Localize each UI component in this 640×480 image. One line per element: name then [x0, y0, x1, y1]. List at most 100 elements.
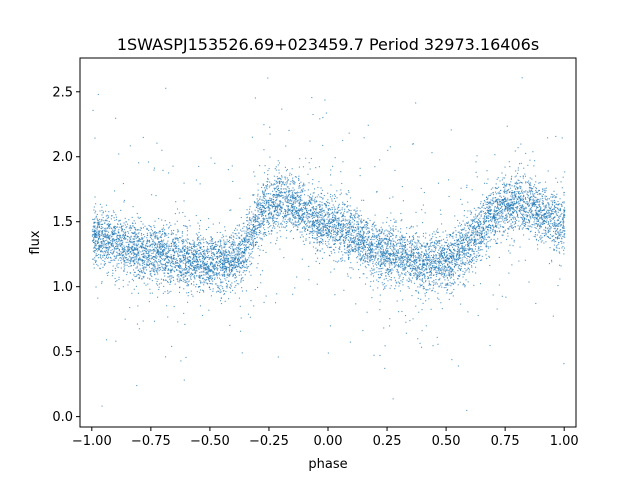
data-point	[261, 222, 263, 224]
data-point	[388, 233, 390, 235]
data-point	[509, 183, 511, 185]
data-point	[488, 224, 490, 226]
data-point	[556, 250, 558, 252]
data-point	[250, 221, 252, 223]
data-point	[464, 264, 467, 266]
data-point	[165, 264, 167, 266]
data-point	[104, 246, 106, 248]
data-point	[542, 193, 544, 195]
data-point	[100, 254, 102, 256]
data-point	[211, 258, 213, 260]
data-point	[495, 191, 497, 193]
data-point	[289, 231, 291, 233]
data-point	[218, 252, 220, 254]
data-point	[138, 250, 140, 252]
data-point	[429, 256, 431, 258]
data-point	[331, 252, 333, 254]
data-point	[158, 251, 160, 253]
data-point	[207, 266, 209, 268]
data-point	[100, 220, 102, 222]
data-point	[349, 222, 351, 224]
data-point	[301, 203, 303, 205]
data-point	[125, 231, 127, 233]
data-point	[492, 191, 494, 194]
data-point	[241, 240, 243, 242]
data-point	[400, 251, 402, 253]
data-point	[177, 254, 179, 256]
data-point	[161, 246, 163, 248]
data-point	[106, 235, 108, 237]
data-point	[336, 261, 338, 263]
data-point	[158, 244, 160, 246]
data-point	[462, 276, 464, 278]
data-point	[278, 226, 280, 228]
data-point	[503, 201, 505, 203]
data-point	[203, 259, 206, 261]
data-point	[425, 256, 427, 259]
data-point	[150, 226, 152, 228]
data-point	[455, 254, 457, 256]
data-point	[365, 242, 367, 244]
data-point	[556, 245, 558, 247]
data-point	[298, 175, 300, 177]
data-point	[561, 217, 563, 219]
data-point	[200, 255, 202, 257]
data-point	[406, 270, 409, 272]
data-point	[456, 239, 458, 241]
data-point	[519, 202, 521, 204]
data-point	[342, 228, 344, 230]
data-point	[537, 229, 539, 231]
data-point	[385, 256, 387, 258]
data-point	[232, 180, 234, 183]
data-point	[237, 260, 240, 263]
data-point	[124, 260, 126, 262]
data-point	[123, 222, 125, 224]
data-point	[334, 215, 337, 217]
data-point	[105, 257, 107, 259]
data-point	[156, 283, 158, 285]
data-point	[229, 272, 231, 274]
data-point	[170, 275, 172, 277]
data-point	[193, 281, 195, 283]
data-point	[209, 288, 211, 290]
data-point	[316, 214, 318, 216]
data-point	[211, 262, 213, 264]
data-point	[471, 248, 473, 250]
data-point	[379, 276, 381, 278]
data-point	[119, 242, 121, 244]
data-point	[538, 209, 540, 211]
data-point	[113, 211, 115, 213]
data-point	[552, 218, 554, 220]
data-point	[398, 264, 400, 266]
data-point	[385, 263, 387, 265]
data-point	[235, 285, 237, 287]
data-point	[219, 277, 221, 279]
data-point	[233, 242, 235, 244]
data-point	[390, 243, 392, 245]
data-point	[345, 232, 347, 234]
data-point	[545, 215, 547, 218]
data-point	[506, 209, 508, 211]
data-point	[499, 204, 501, 207]
data-point	[271, 184, 273, 186]
data-point	[474, 217, 476, 219]
data-point	[301, 199, 303, 201]
data-point	[112, 230, 114, 232]
data-point	[469, 256, 471, 258]
data-point	[367, 223, 369, 225]
data-point	[405, 254, 407, 256]
data-point	[495, 200, 497, 202]
data-point	[134, 258, 136, 260]
data-point	[503, 208, 505, 210]
data-point	[145, 267, 147, 269]
data-point	[449, 272, 451, 274]
data-point	[111, 234, 113, 236]
data-point	[230, 244, 233, 246]
data-point	[130, 265, 132, 267]
data-point	[164, 243, 166, 245]
data-point	[485, 203, 487, 205]
data-point	[458, 252, 460, 254]
data-point	[547, 214, 549, 216]
data-point	[398, 252, 400, 254]
data-point	[450, 250, 452, 252]
